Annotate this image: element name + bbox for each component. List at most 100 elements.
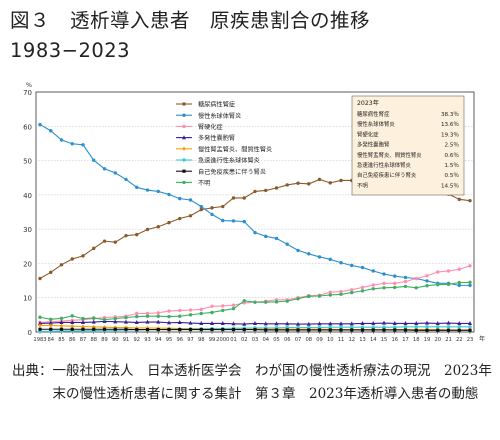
x-tick-label: 1983 [33,337,46,343]
data-point [414,328,418,332]
data-point [91,319,96,324]
data-point [70,314,74,318]
data-point [435,321,440,326]
data-point [231,303,236,307]
data-point [102,325,107,330]
data-point [328,325,332,329]
data-point [145,311,150,316]
x-tick-label: 90 [112,337,119,343]
y-tick-label: 30 [23,226,32,234]
data-point [178,314,182,318]
data-point [113,316,117,321]
summary-row-name: 急速進行性糸球体腎炎 [357,161,412,169]
data-point [113,171,117,175]
data-point [414,321,419,326]
data-point [124,177,128,182]
data-point [145,328,150,332]
x-tick-label: 97 [187,337,194,343]
summary-row-value: 38.3％ [441,111,459,118]
data-point [221,204,225,209]
data-point [210,310,214,315]
data-point [403,284,408,289]
data-point [167,192,171,197]
data-point [253,328,257,332]
data-point [414,286,418,290]
data-point [210,206,214,210]
data-point [468,328,472,332]
data-point [253,300,257,304]
data-point [135,328,139,332]
x-tick-label: 84 [47,337,54,343]
data-point [199,204,203,209]
x-tick-label: 13 [359,337,366,343]
x-tick-label: 2000 [216,337,229,343]
data-point [264,188,268,193]
data-point [425,328,429,332]
legend-label: 糖尿病性腎症 [198,101,235,109]
data-point [446,320,451,325]
data-point [49,317,53,322]
data-point [264,234,268,239]
data-point [360,328,365,332]
data-point [296,181,300,185]
data-point [178,328,182,332]
x-tick-label: 06 [284,337,291,343]
x-tick-label: 91 [123,337,130,343]
source-citation: 出典： 一般社団法人 日本透析医学会 わが国の慢性透析療法の現況 2023年末の… [12,360,494,406]
x-tick-label: 17 [402,337,409,343]
data-point [274,236,279,241]
data-point [425,284,429,288]
data-point [113,319,118,324]
data-point [307,182,311,186]
source-label: 出典： [12,363,53,379]
data-point [468,280,472,284]
data-point [393,274,397,278]
data-point [371,321,376,326]
data-point [49,129,53,133]
data-point [360,321,365,326]
data-point [167,314,171,319]
legend-marker [182,158,186,162]
x-tick-label: 14 [370,337,377,343]
data-point [285,242,289,246]
data-point [102,167,107,171]
data-point [392,321,397,326]
data-point [188,214,193,218]
data-point [135,311,139,316]
data-point [124,315,128,320]
data-point [339,292,343,296]
data-point [221,304,225,308]
data-point [199,307,203,312]
data-point [231,328,236,332]
x-tick-label: 22 [456,337,463,343]
data-point [468,283,472,288]
data-point [210,328,214,332]
data-point [102,327,107,331]
summary-row-name: 慢性糸球体腎炎 [357,120,395,128]
data-point [178,196,182,201]
data-point [242,328,246,332]
data-point [393,328,397,332]
data-point [199,328,203,332]
x-tick-label: 23 [467,337,474,343]
data-point [457,321,462,326]
data-point [156,314,160,318]
data-point [328,293,332,297]
summary-row-value: 0.5％ [445,172,460,179]
x-tick-label: 92 [133,337,140,343]
legend-label: 慢性糸球体腎炎 [198,112,241,120]
summary-box [351,95,465,196]
summary-row-name: 糖尿病性腎症 [357,110,390,118]
data-point [156,319,161,324]
x-tick-label: 05 [273,337,280,343]
data-point [38,323,42,328]
summary-box-title: 2023年 [357,99,379,107]
data-point [135,185,139,190]
data-point [92,158,96,162]
data-point [156,311,160,315]
data-point [48,323,53,328]
data-point [393,325,397,329]
legend-label: 自己免疫疾患に伴う腎炎 [198,168,266,176]
x-tick-label: 89 [101,337,108,343]
source-text: 一般社団法人 日本透析医学会 わが国の慢性透析療法の現況 2023年末の慢性透析… [52,363,492,402]
